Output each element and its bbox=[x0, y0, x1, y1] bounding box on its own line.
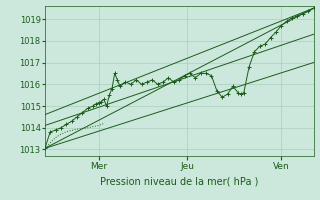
X-axis label: Pression niveau de la mer( hPa ): Pression niveau de la mer( hPa ) bbox=[100, 176, 258, 186]
